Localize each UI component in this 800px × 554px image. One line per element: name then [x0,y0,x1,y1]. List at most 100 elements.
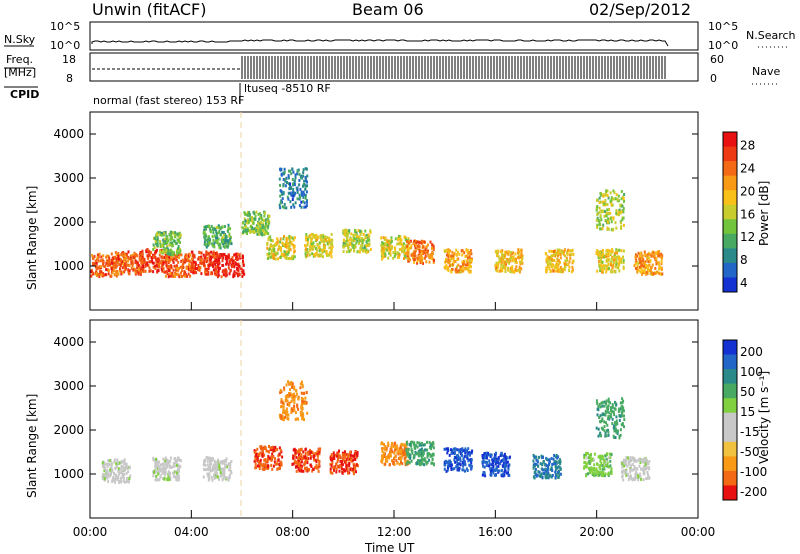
echo-cell [428,458,431,462]
colorbar-swatch [723,277,737,293]
echo-cell [618,256,621,260]
echo-cell [283,167,286,171]
echo-cell [452,451,455,455]
echo-cell [267,465,270,469]
echo-cell [425,245,428,249]
echo-cell [216,472,218,476]
echo-cell [168,478,171,482]
echo-cell [596,223,599,227]
echo-cell [394,247,397,251]
echo-cell [204,463,207,467]
echo-cell [645,266,648,269]
echo-cell [266,226,269,230]
echo-cell [161,269,164,273]
echo-cell [569,256,572,260]
echo-cell [550,466,553,470]
echo-cell [387,256,390,260]
echo-cell [309,456,312,460]
echo-cell [309,253,311,257]
echo-cell [159,463,162,467]
echo-cell [288,236,291,240]
echo-cell [280,450,283,454]
echo-cell [178,239,180,243]
echo-cell [596,225,599,229]
echo-cell [219,226,222,230]
echo-cell [456,448,459,452]
echo-cell [284,179,287,183]
echo-cell [313,454,316,458]
echo-cell [257,222,260,225]
echo-cell [451,449,454,452]
echo-cell [200,251,203,255]
echo-cell [175,258,178,262]
echo-cell [213,234,216,238]
echo-cell [225,476,228,480]
echo-cell [599,459,602,463]
echo-cell [552,269,555,273]
echo-cell [279,167,282,171]
echo-cell [244,223,246,227]
echo-cell [190,261,193,265]
echo-cell [544,463,547,467]
echo-cell [332,451,335,455]
echo-cell [176,473,179,477]
echo-cell [430,454,433,458]
echo-cell [345,250,348,254]
echo-cell [350,458,353,462]
echo-cell [121,472,124,476]
echo-cell [217,242,220,246]
echo-cell [615,193,618,197]
echo-cell [507,252,510,256]
echo-cell [202,475,205,479]
echo-cell [558,473,561,477]
echo-cell [283,253,286,257]
echo-cell [159,240,162,244]
echo-cell [559,462,562,466]
echo-cell [620,210,623,214]
echo-cell [550,457,553,461]
echo-cell [237,264,240,268]
echo-cell [257,212,260,216]
echo-cell [164,247,167,251]
echo-cell [288,248,291,252]
echo-cell [553,259,556,262]
echo-cell [585,474,587,478]
echo-cell [356,464,359,468]
echo-cell [277,239,280,243]
echo-cell [658,253,661,257]
echo-cell [179,459,182,463]
echo-cell [386,248,389,252]
echo-cell [424,251,427,255]
nave-tick-bottom: 0 [710,72,717,85]
echo-cell [212,268,215,272]
echo-cell [455,253,458,257]
echo-cell [550,254,553,258]
echo-cell [263,458,266,462]
power-heatmap [90,167,664,279]
echo-cell [597,455,600,459]
colorbar-swatch [723,219,737,235]
echo-cell [159,249,161,253]
echo-cell [144,260,147,264]
echo-cell [397,456,400,460]
echo-cell [224,274,227,278]
echo-cell [259,212,261,216]
echo-cell [323,239,326,243]
echo-cell [313,245,316,249]
echo-cell [294,176,297,180]
echo-cell [300,192,303,196]
echo-cell [515,258,517,262]
echo-cell [291,198,294,201]
echo-cell [617,194,620,198]
echo-cell [616,251,619,255]
echo-cell [207,252,210,256]
freq-label-1: Freq. [6,53,33,66]
echo-cell [160,233,163,237]
echo-cell [319,248,322,252]
echo-cell [304,253,307,257]
echo-cell [205,253,208,257]
echo-cell [498,469,501,473]
echo-cell [508,257,511,261]
echo-cell [468,463,471,467]
echo-cell [343,233,346,237]
